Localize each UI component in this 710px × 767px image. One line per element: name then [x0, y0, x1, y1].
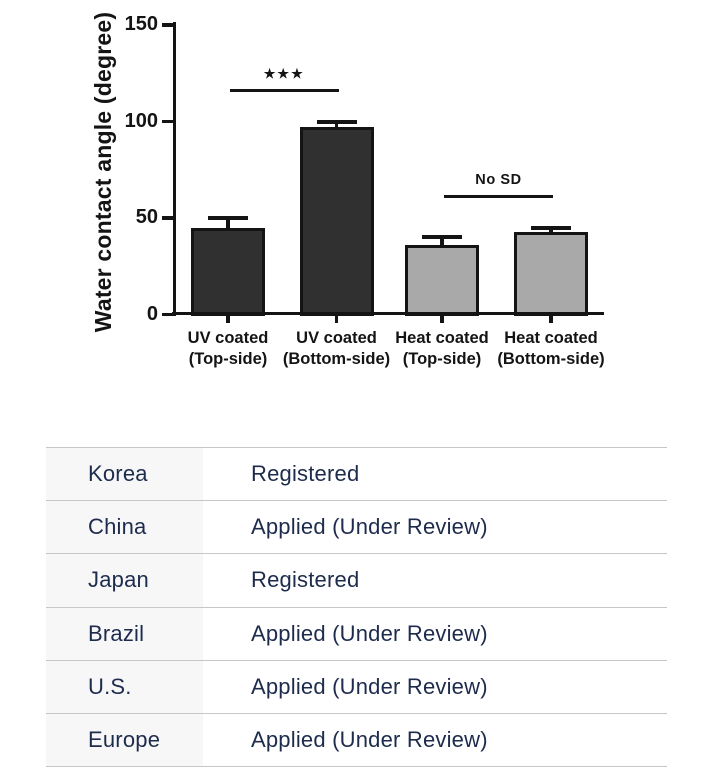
patent-status-table: Korea Registered China Applied (Under Revie… [46, 447, 667, 767]
country-cell: Brazil [46, 607, 203, 660]
x-tick [226, 314, 230, 323]
y-tick-label: 150 [124, 13, 158, 35]
y-tick [162, 312, 173, 317]
table-row: U.S. Applied (Under Review) [46, 659, 667, 713]
country-label: Brazil [88, 620, 145, 646]
error-bar-whisker [226, 218, 230, 230]
error-bar-cap [531, 225, 571, 230]
y-tick [162, 119, 173, 124]
bar-1 [191, 227, 265, 316]
error-bar-whisker [440, 237, 444, 248]
water-contact-angle-chart: Water contact angle (degree) 0 50 100 150 UV… [90, 11, 616, 370]
status-label: Applied (Under Review) [251, 727, 488, 753]
error-bar-cap [422, 235, 462, 240]
error-bar-whisker [549, 227, 553, 234]
status-label: Applied (Under Review) [251, 673, 488, 699]
error-bar-whisker [334, 121, 339, 130]
significance-line [444, 194, 553, 198]
bar-4 [514, 231, 588, 316]
table-row: Korea Registered [46, 447, 667, 501]
status-label: Registered [251, 567, 360, 593]
x-category-label-line: Heat coated [504, 328, 598, 347]
x-category-label: UV coated (Bottom-side) [272, 328, 402, 370]
x-category-label-line: (Bottom-side) [282, 349, 391, 368]
x-category-label: Heat coated (Top-side) [377, 328, 507, 370]
y-tick [162, 216, 173, 220]
status-cell: Applied (Under Review) [203, 714, 667, 766]
y-axis-line [172, 22, 176, 316]
country-cell: Korea [46, 448, 203, 501]
significance-label: ★★★ [263, 65, 305, 81]
status-label: Applied (Under Review) [251, 514, 488, 540]
x-category-label: Heat coated (Bottom-side) [486, 328, 616, 370]
status-cell: Applied (Under Review) [203, 501, 667, 553]
table-row: Japan Registered [46, 553, 667, 607]
x-tick [440, 314, 444, 323]
country-label: Japan [88, 567, 149, 593]
x-tick [334, 314, 339, 323]
y-tick-label: 100 [124, 109, 158, 132]
x-axis-line [172, 311, 604, 315]
y-tick [162, 23, 173, 27]
country-cell: Europe [46, 713, 203, 767]
status-cell: Applied (Under Review) [203, 608, 667, 660]
error-bar-cap [208, 216, 248, 220]
significance-line [230, 88, 339, 92]
bar-2 [299, 127, 374, 316]
x-category-label: UV coated (Top-side) [163, 328, 293, 370]
country-label: China [88, 514, 147, 540]
table-row: Brazil Applied (Under Review) [46, 606, 667, 660]
x-category-label-line: (Bottom-side) [497, 349, 605, 368]
y-axis-title: Water contact angle (degree) [90, 11, 116, 333]
y-tick-label: 50 [135, 206, 158, 228]
country-cell: China [46, 501, 203, 554]
country-label: Europe [88, 727, 161, 753]
x-category-label-line: (Top-side) [188, 349, 268, 368]
country-label: Korea [88, 461, 148, 487]
x-tick [549, 314, 553, 323]
status-label: Applied (Under Review) [251, 620, 488, 646]
country-cell: Japan [46, 554, 203, 607]
y-tick-label: 0 [146, 302, 158, 325]
status-cell: Registered [203, 554, 667, 606]
error-bar-cap [316, 119, 357, 124]
x-category-label-line: UV coated [296, 328, 377, 347]
status-cell: Registered [203, 448, 667, 500]
table-row: China Applied (Under Review) [46, 500, 667, 554]
status-cell: Applied (Under Review) [203, 661, 667, 713]
country-label: U.S. [88, 673, 132, 699]
bar-3 [405, 245, 479, 316]
x-category-label-line: UV coated [187, 328, 269, 347]
status-label: Registered [251, 461, 360, 487]
table-row: Europe Applied (Under Review) [46, 712, 667, 767]
significance-label: No SD [475, 171, 522, 188]
country-cell: U.S. [46, 660, 203, 713]
x-category-label-line: (Top-side) [402, 349, 482, 368]
x-category-label-line: Heat coated [395, 328, 489, 347]
